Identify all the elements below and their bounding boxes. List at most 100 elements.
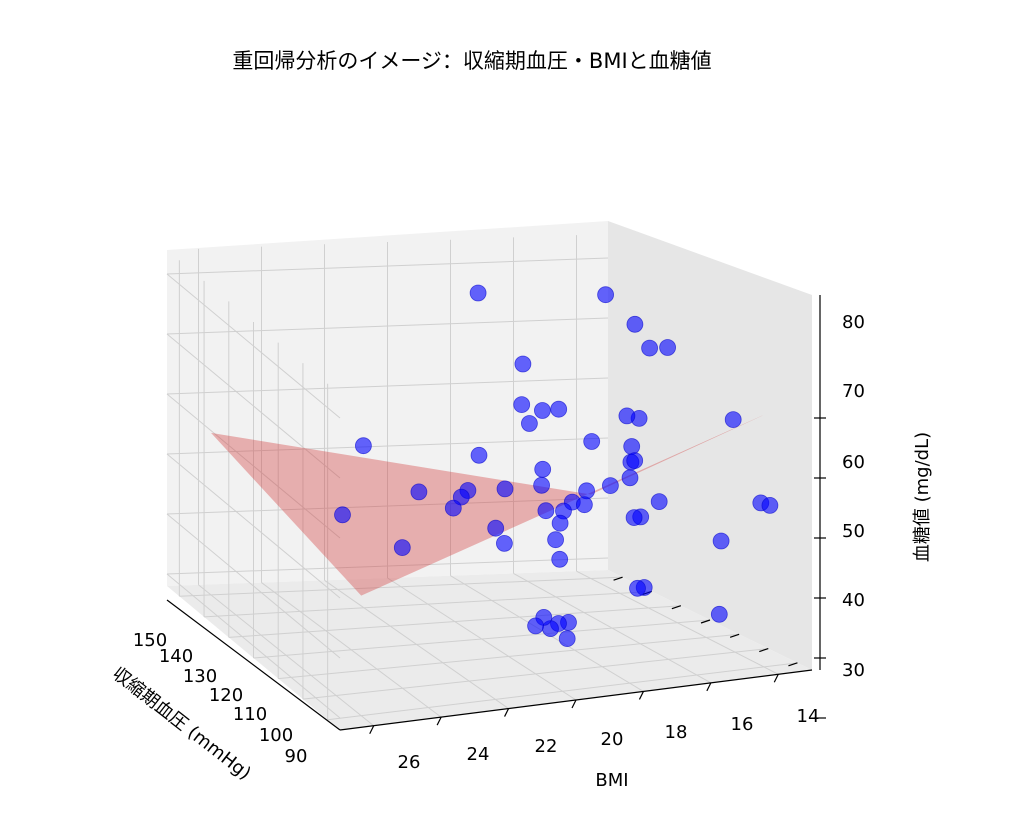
data-point	[495, 535, 513, 552]
data-point	[618, 407, 636, 425]
data-point	[527, 617, 544, 635]
z-tick-label: 70	[842, 381, 865, 402]
y-tick-mark	[759, 648, 769, 653]
y-tick-label: 150	[133, 630, 167, 651]
x-tick-label: 24	[467, 744, 490, 765]
z-tick-label: 50	[842, 521, 865, 542]
data-point	[533, 476, 550, 494]
data-point	[487, 519, 505, 537]
z-gridline-back	[166, 377, 609, 395]
y-axis-line	[166, 599, 341, 731]
z-gridline-back	[166, 437, 609, 455]
data-point	[547, 531, 564, 549]
data-point	[410, 483, 428, 501]
data-point	[626, 452, 644, 470]
data-point	[629, 579, 646, 597]
z-gridline-side	[166, 393, 341, 539]
y-tick-label: 140	[159, 646, 193, 667]
data-point	[626, 315, 644, 333]
data-point	[551, 550, 569, 568]
x-tick-mark	[706, 682, 712, 692]
data-point	[534, 460, 552, 478]
y-tick-mark	[671, 605, 682, 610]
z-gridline-back	[166, 257, 609, 275]
data-point	[393, 539, 411, 556]
x-tick-label: 22	[535, 736, 558, 757]
z-tick-label: 60	[842, 452, 865, 473]
data-point	[354, 437, 372, 455]
x-tick-mark	[504, 708, 510, 717]
data-point	[576, 496, 593, 514]
data-point	[621, 469, 639, 487]
data-point	[469, 284, 487, 302]
z-gridline-side	[166, 333, 341, 479]
x-tick-mark	[571, 699, 577, 709]
data-point	[334, 506, 351, 524]
z-gridline-back	[166, 557, 609, 575]
x-tick-label: 26	[398, 752, 421, 773]
data-point	[550, 400, 568, 418]
z-tick-label: 30	[842, 660, 865, 681]
y-gridline-floor	[228, 605, 681, 638]
z-gridline-back	[166, 497, 609, 515]
z-gridline-side	[166, 453, 341, 599]
y-gridline-floor	[327, 662, 798, 721]
z-gridline-side	[166, 573, 341, 719]
data-point	[551, 514, 569, 532]
z-gridline-side	[166, 273, 341, 419]
data-point	[470, 446, 488, 464]
x-tick-label: 20	[601, 729, 624, 750]
data-point	[623, 438, 641, 455]
data-point	[602, 477, 619, 495]
y-gridline-floor	[278, 633, 740, 680]
x-tick-mark	[638, 691, 644, 700]
y-tick-label: 120	[209, 685, 243, 706]
regression-plane-layer	[211, 414, 764, 596]
y-tick-mark	[729, 633, 740, 638]
x-tick-labels: 14 16 18 20 22 24 26	[398, 706, 820, 773]
x-tick-label: 16	[731, 714, 754, 735]
y-tick-label: 100	[259, 725, 293, 746]
data-point	[761, 496, 779, 514]
data-point	[521, 415, 538, 432]
y-tick-label: 130	[183, 666, 217, 687]
data-point	[712, 532, 730, 550]
y-tick-mark	[700, 619, 711, 624]
scatter-points	[334, 284, 779, 647]
data-point	[444, 499, 462, 517]
data-point	[537, 502, 555, 520]
data-point	[583, 433, 601, 450]
chart-title: 重回帰分析のイメージ：収縮期血圧・BMIと血糖値	[232, 49, 711, 73]
regression-plane	[211, 414, 764, 596]
z-tick-label: 80	[842, 312, 865, 333]
x-tick-mark	[436, 716, 442, 726]
data-point	[659, 339, 676, 356]
data-point	[724, 411, 742, 429]
y-gridline-floor	[179, 576, 623, 597]
x-tick-mark	[369, 725, 375, 734]
z-gridline-back	[166, 317, 609, 335]
data-point	[513, 396, 531, 414]
z-tick-label: 40	[842, 590, 865, 611]
z-tick-labels: 30 40 50 60 70 80	[842, 312, 865, 681]
data-point	[710, 605, 728, 623]
data-point	[625, 509, 643, 526]
y-tick-label: 110	[233, 704, 267, 725]
data-point	[558, 630, 576, 647]
y-gridline-floor	[253, 619, 711, 659]
gridlines	[166, 235, 798, 727]
data-point	[641, 339, 658, 357]
y-gridline-floor	[302, 648, 769, 700]
x-tick-mark	[773, 674, 779, 683]
data-point	[650, 493, 668, 511]
y-tick-mark	[788, 662, 798, 667]
y-gridline-floor	[204, 590, 652, 618]
data-point	[534, 402, 551, 419]
data-point	[578, 482, 595, 500]
z-gridline-side	[166, 513, 341, 659]
data-point	[514, 355, 532, 373]
y-tick-mark	[613, 576, 623, 581]
x-tick-label: 14	[797, 706, 820, 727]
y-tick-labels: 90 100 110 120 130 140 150	[133, 630, 308, 767]
